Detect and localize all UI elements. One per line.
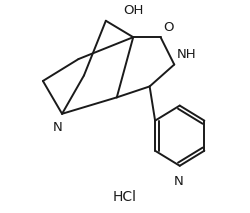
Text: N: N	[53, 121, 63, 134]
Text: O: O	[163, 21, 174, 34]
Text: NH: NH	[177, 49, 197, 62]
Text: HCl: HCl	[113, 190, 137, 204]
Text: N: N	[174, 175, 183, 188]
Text: OH: OH	[123, 4, 144, 17]
